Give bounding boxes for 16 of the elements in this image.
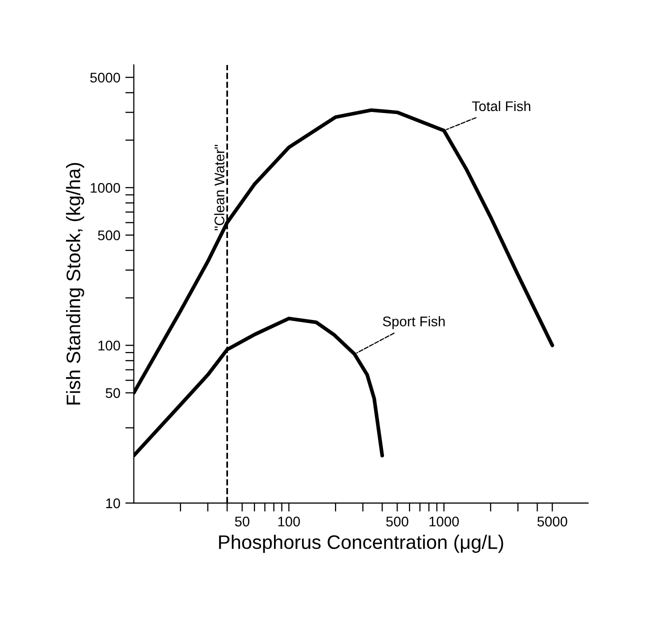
x-tick-label: 500 [386,516,408,526]
x-tick-label: 100 [278,516,300,526]
y-axis-title: Fish Standing Stock, (kg/ha) [66,163,84,404]
x-tick-label: 50 [235,516,250,526]
x-axis-title: Phosphorus Concentration (μg/L) [219,534,504,553]
y-tick-label: 1000 [90,182,120,193]
x-tick-label: 5000 [537,516,568,526]
y-tick-label: 100 [98,340,120,351]
y-tick-label: 10 [106,498,120,508]
annotation: Sport Fish [382,316,445,330]
y-tick-label: 500 [98,230,120,240]
y-tick-label: 50 [106,388,120,398]
x-tick-label: 1000 [430,516,459,526]
y-tick-label: 5000 [90,72,120,83]
annotation: Total Fish [472,100,530,112]
ref-line-label: "Clean Water" [214,144,224,230]
